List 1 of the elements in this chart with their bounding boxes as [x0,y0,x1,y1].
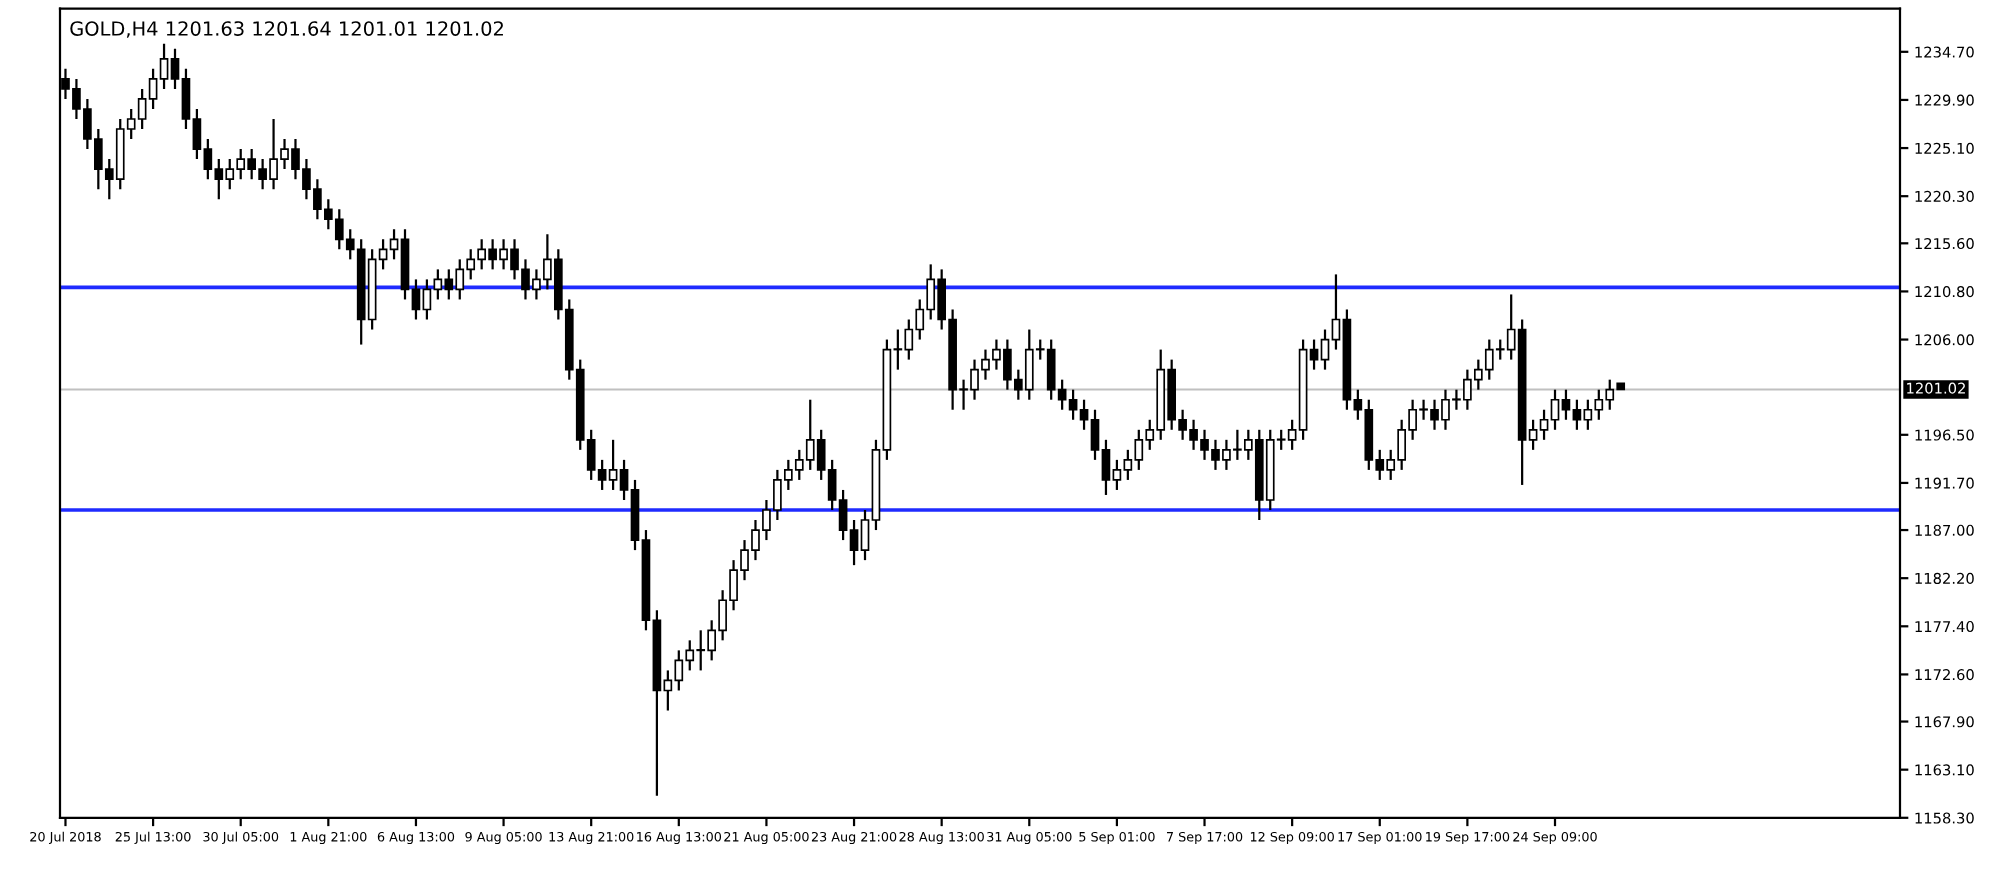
text: GOLD,H4 1201.63 1201.64 1201.01 1201.02 [70,21,503,38]
